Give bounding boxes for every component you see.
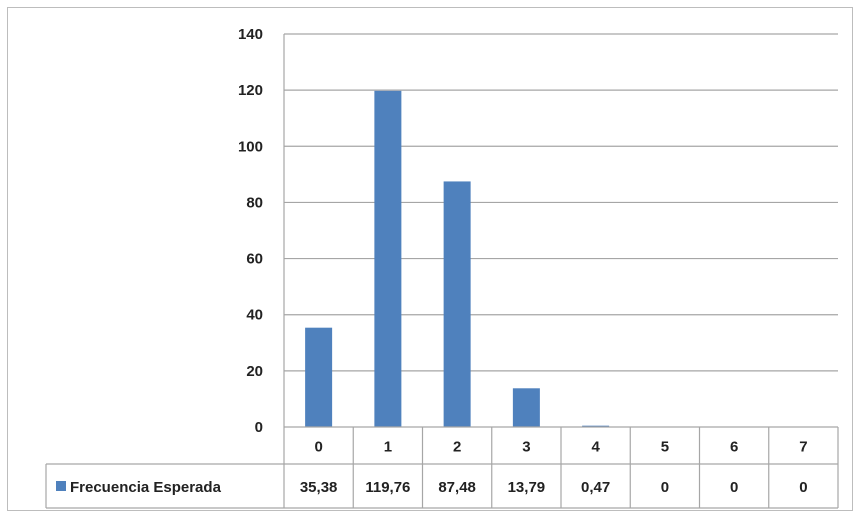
x-category-label: 6 [730,439,738,456]
x-category-label: 0 [314,439,322,456]
data-table-value: 119,76 [365,479,410,496]
legend-label: Frecuencia Esperada [70,479,222,496]
x-category-label: 4 [591,439,600,456]
data-table-value: 0 [799,479,807,496]
bar-3[interactable] [512,388,540,427]
data-table-value: 0 [661,479,669,496]
data-table-value: 0 [730,479,738,496]
data-table-value: 0,47 [581,479,610,496]
bar-4[interactable] [582,425,610,427]
legend-swatch [56,481,66,491]
bar-1[interactable] [374,90,402,427]
bar-2[interactable] [443,181,471,427]
data-table-value: 13,79 [508,479,546,496]
data-table-value: 35,38 [300,479,338,496]
bar-0[interactable] [305,327,333,427]
y-tick-label: 0 [255,419,263,436]
x-category-label: 3 [522,439,530,456]
y-tick-label: 80 [246,194,263,211]
x-category-label: 5 [661,439,669,456]
y-tick-label: 40 [246,307,263,324]
x-category-label: 1 [384,439,392,456]
y-tick-label: 20 [246,363,263,380]
y-tick-label: 60 [246,251,263,268]
y-tick-label: 120 [238,82,263,99]
data-table-value: 87,48 [438,479,476,496]
y-tick-label: 100 [238,138,263,155]
y-tick-label: 140 [238,26,263,43]
x-category-label: 2 [453,439,461,456]
x-category-label: 7 [799,439,807,456]
